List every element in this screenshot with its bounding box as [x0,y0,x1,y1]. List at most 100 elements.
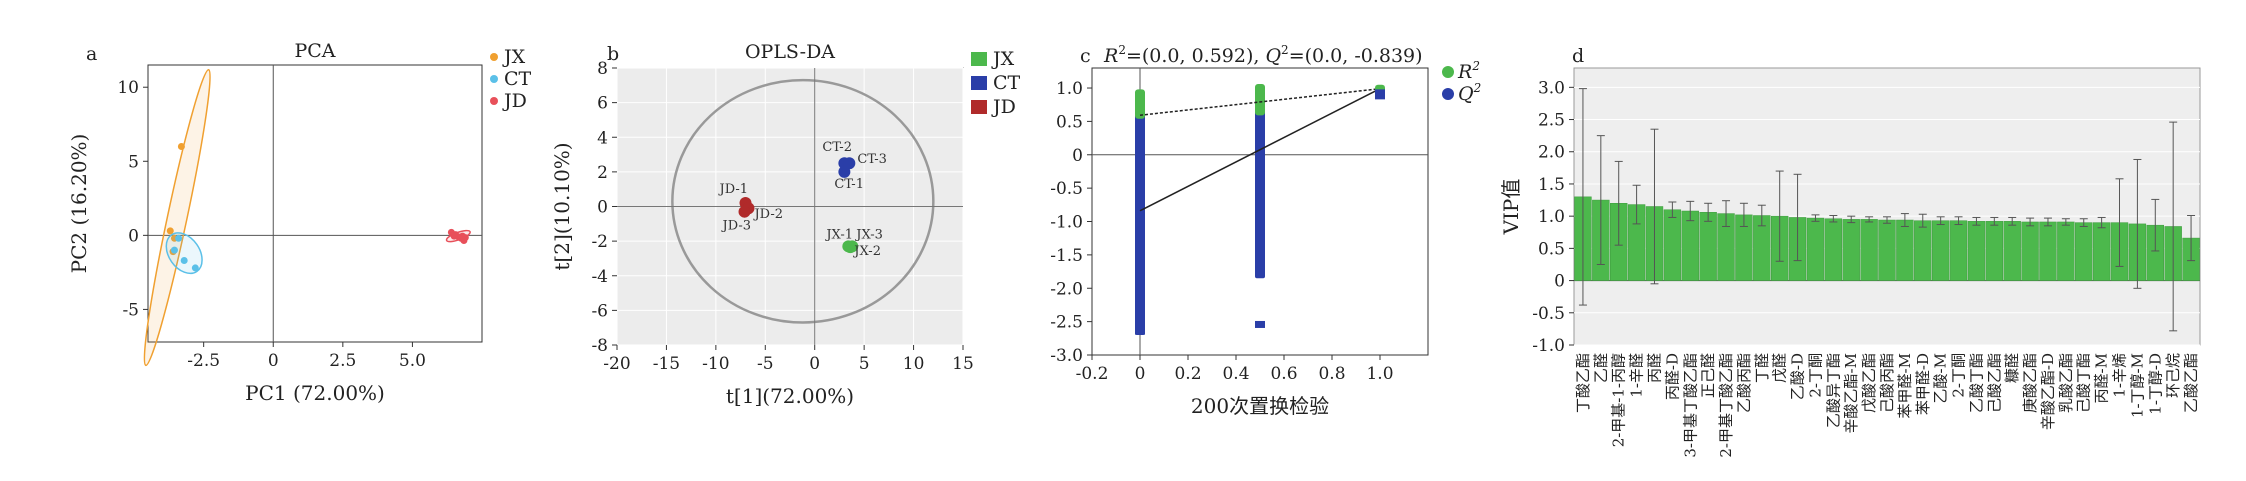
vip-bar [1824,218,1843,281]
y-tick-label: -1.0 [1532,336,1565,356]
y-tick-label: 2.5 [1538,111,1565,131]
title-q2-superscript: 2 [1281,43,1289,57]
data-point-JX [177,142,185,150]
permutation-test-panel: -0.2 0 0.2 0.4 0.6 0.8 1.0 -3.0 -2.5 -2.0 -1.5 -1.0… [1050,43,1481,418]
legend-marker-JX [971,52,987,66]
category-label: 正己醛 [1699,353,1717,398]
data-point-CT [175,234,183,242]
q2-permutation-point [1135,290,1145,298]
point-label: JX-3 [854,227,883,242]
y-tick-label: -6 [591,301,608,321]
vip-bar [1806,217,1825,281]
legend-marker-JD [490,97,498,105]
point-label: JX-2 [852,244,881,259]
category-label: 2-甲基-1-丙醇 [1610,353,1628,447]
title-r2-symbol: R [1103,45,1118,67]
vip-bar [1842,219,1860,281]
x-tick-label: 10 [903,354,925,374]
legend-superscript: 2 [1471,59,1480,73]
category-label: 乳酸乙酯 [2057,353,2075,413]
legend-marker-R2 [1442,66,1454,78]
legend-label-JD: JD [502,90,527,112]
vip-bar [1985,221,2004,281]
category-label: 丙醛-M [2093,353,2111,403]
category-label: 苯甲醛-D [1914,353,1932,415]
vip-bar [1896,219,1914,281]
x-tick-label: -2.5 [187,351,220,371]
y-tick-label: -5 [122,300,139,320]
plot-frame [147,64,483,343]
confidence-ellipse-CT [165,232,203,275]
x-tick-label: -10 [702,354,729,374]
data-point-JD [459,232,467,240]
data-point-JX [844,241,857,254]
x-axis-label: PC1 (72.00%) [245,381,385,405]
x-tick-label: 0.6 [1270,364,1297,384]
y-tick-label: -3.0 [1050,346,1083,366]
y-axis-label: PC2 (16.20%) [67,134,91,274]
x-tick-label: 15 [952,354,974,374]
vip-bar [1914,220,1932,281]
y-tick-label: -0.5 [1532,304,1565,324]
data-point-JX [166,227,174,235]
panel-letter: b [607,43,619,65]
y-tick-label: 0 [597,198,608,218]
y-tick-label: 1.0 [1056,79,1083,99]
y-tick-label: 0 [128,226,139,246]
y-tick-label: 0 [1072,146,1083,166]
y-tick-label: 2.0 [1538,143,1565,163]
vip-bar [1699,212,1717,281]
vip-bar [2057,221,2075,281]
hotelling-ellipse [671,78,935,324]
category-label: 1-丁醇-M [2128,353,2146,418]
y-tick-label: -8 [591,336,608,356]
category-label: 2-丁酮 [1806,353,1824,398]
chart-title: R2=(0.0, 0.592), Q2=(0.0, -0.839) [1103,43,1423,67]
title-q2-values: =(0.0, -0.839) [1289,45,1423,67]
q2-permutation-column [1135,94,1145,335]
x-tick-label: 0 [809,354,820,374]
category-label: 戊酸乙酯 [1860,353,1878,413]
data-point-JD [450,232,458,240]
category-label: 辛酸乙酯-M [1842,353,1860,433]
panel-letter: a [86,43,97,65]
y-tick-label: 3.0 [1538,78,1565,98]
title-q2-symbol: Q [1265,45,1281,67]
category-label: 乙酸乙酯 [2182,353,2200,413]
y-tick-label: 6 [597,94,608,114]
y-tick-label: 1.5 [1538,175,1565,195]
x-tick-label: 5.0 [399,351,426,371]
point-label: JD-3 [721,219,752,234]
category-label: 辛酸乙酯-D [2039,353,2057,430]
y-tick-label: -0.5 [1050,179,1083,199]
category-label: 乙酸丙酯 [1735,353,1753,413]
y-tick-label: -4 [591,267,608,287]
x-axis-label: 200次置换检验 [1191,394,1329,418]
category-label: 庚酸乙酯 [2021,353,2039,413]
legend-label-JX: JX [502,46,526,68]
x-tick-label: 2.5 [329,351,356,371]
y-tick-label: -2 [591,232,608,252]
x-tick-label: -15 [653,354,680,374]
category-label: 丁醛 [1753,353,1771,383]
vip-bar [1949,220,1968,281]
pca-panel: -2.5 0 2.5 5.0 -5 0 5 10 a PCA PC1 (72.00%) PC2 (16… [67,40,532,405]
q2-regression-line [1139,88,1381,212]
q2-permutation-point [1135,317,1145,325]
point-label: CT-2 [822,140,852,155]
category-label: 3-甲基丁酸乙酯 [1681,353,1699,458]
y-tick-label: 4 [597,128,608,148]
plot-frame [1091,67,1429,356]
q2-permutation-column [1255,88,1265,279]
x-tick-label: 1.0 [1366,364,1393,384]
legend-marker-CT [971,76,987,90]
category-label: 丁酸乙酯 [1574,353,1592,413]
q2-original-point [1375,89,1385,100]
category-label: 苯甲醛-M [1896,353,1914,418]
y-tick-label: 0 [1554,272,1565,292]
legend-superscript: 2 [1473,81,1482,95]
x-tick-label: 0 [1135,364,1146,384]
category-label: 乙酸异丁酯 [1824,353,1842,428]
point-label: CT-1 [834,177,864,192]
data-point-CT [170,246,178,254]
